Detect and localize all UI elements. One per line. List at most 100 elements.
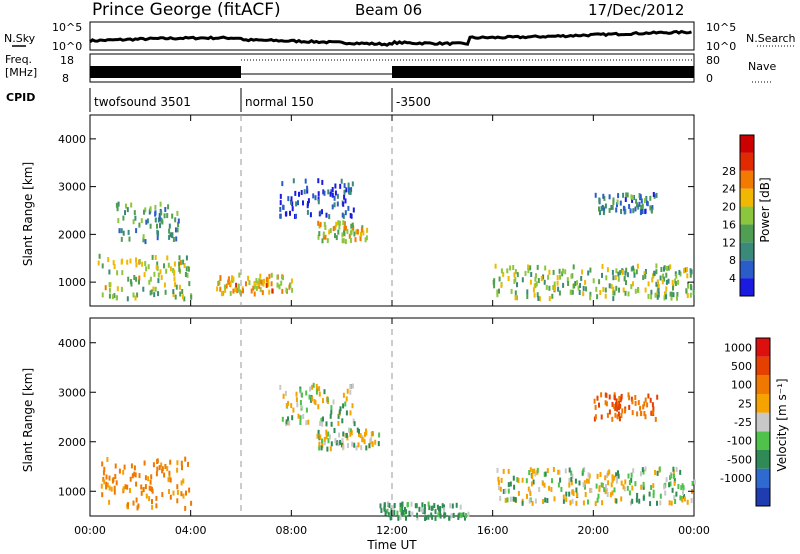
echo-cell — [605, 487, 608, 493]
echo-cell — [342, 201, 345, 207]
echo-cell — [512, 265, 515, 270]
echo-cell — [509, 481, 512, 487]
echo-cell — [325, 434, 328, 440]
echo-cell — [430, 505, 433, 511]
echo-cell — [128, 236, 131, 242]
echo-cell — [388, 503, 391, 508]
echo-cell — [265, 282, 268, 288]
echo-cell — [615, 476, 618, 482]
echo-cell — [339, 439, 342, 445]
echo-cell — [499, 486, 502, 492]
echo-cell — [317, 234, 320, 240]
echo-cell — [167, 477, 170, 483]
echo-cell — [287, 196, 290, 202]
echo-cell — [290, 199, 292, 205]
echo-cell — [351, 403, 354, 409]
colorbar-segment — [740, 188, 754, 207]
nave-label: Nave — [748, 60, 776, 73]
echo-cell — [135, 276, 138, 282]
echo-cell — [157, 272, 160, 278]
echo-cell — [290, 403, 293, 409]
echo-cell — [364, 431, 366, 437]
echo-cell — [502, 271, 505, 277]
colorbar-segment — [740, 206, 754, 225]
echo-cell — [190, 500, 193, 506]
echo-cell — [418, 506, 421, 512]
echo-cell — [176, 489, 179, 495]
echo-cell — [662, 273, 664, 279]
echo-cell — [643, 401, 646, 407]
echo-cell — [667, 265, 670, 271]
echo-cell — [156, 466, 159, 472]
echo-cell — [122, 230, 125, 236]
freq-tick-top: 18 — [60, 54, 74, 67]
echo-cell — [178, 255, 181, 261]
echo-cell — [689, 284, 692, 289]
echo-cell — [220, 291, 223, 297]
echo-cell — [650, 410, 653, 416]
echo-cell — [556, 280, 559, 286]
freq-band — [392, 66, 694, 78]
echo-cell — [218, 280, 221, 285]
echo-cell — [651, 277, 654, 283]
echo-cell — [152, 286, 155, 292]
echo-cell — [628, 204, 631, 209]
echo-cell — [649, 397, 652, 403]
echo-cell — [493, 278, 496, 284]
echo-cell — [553, 496, 556, 502]
echo-cell — [255, 278, 258, 284]
echo-cell — [336, 440, 339, 446]
echo-cell — [576, 492, 578, 498]
echo-cell — [631, 195, 634, 201]
echo-cell — [638, 201, 641, 207]
echo-cell — [168, 234, 171, 240]
echo-cell — [589, 267, 592, 273]
echo-cell — [181, 289, 184, 294]
echo-cell — [628, 404, 631, 410]
echo-cell — [100, 483, 103, 489]
echo-cell — [360, 445, 363, 451]
echo-cell — [163, 263, 165, 269]
ytick-label: 1000 — [58, 485, 86, 498]
echo-cell — [529, 265, 532, 271]
echo-cell — [327, 438, 330, 444]
echo-cell — [141, 261, 144, 267]
echo-cell — [566, 277, 569, 283]
echo-cell — [338, 224, 341, 230]
colorbar-tick-label: -100 — [727, 435, 752, 448]
colorbar-segment — [756, 394, 770, 413]
nsky-label: N.Sky — [4, 32, 36, 45]
echo-cell — [620, 209, 623, 214]
echo-cell — [122, 486, 125, 492]
echo-cell — [622, 192, 625, 198]
echo-cell — [361, 437, 364, 443]
echo-cell — [633, 272, 636, 278]
echo-cell — [155, 471, 158, 477]
echo-cell — [452, 512, 455, 518]
echo-cell — [622, 484, 625, 490]
echo-cell — [607, 480, 610, 486]
echo-cell — [536, 264, 539, 270]
echo-cell — [633, 268, 636, 274]
echo-cell — [434, 509, 437, 515]
echo-cell — [602, 193, 605, 199]
echo-cell — [171, 232, 174, 238]
echo-cell — [287, 416, 289, 422]
echo-cell — [344, 210, 347, 216]
echo-cell — [126, 296, 129, 302]
echo-cell — [586, 478, 588, 484]
echo-cell — [173, 276, 176, 282]
echo-cell — [538, 487, 541, 492]
echo-cell — [533, 468, 536, 474]
echo-cell — [268, 273, 271, 279]
echo-cell — [186, 272, 189, 278]
echo-cell — [343, 226, 346, 232]
echo-cell — [421, 507, 424, 513]
echo-cell — [527, 486, 530, 492]
echo-cell — [516, 295, 518, 301]
echo-cell — [507, 488, 510, 494]
colorbar-tick-label: 20 — [722, 201, 736, 214]
echo-cell — [147, 476, 150, 482]
echo-cell — [634, 206, 637, 212]
